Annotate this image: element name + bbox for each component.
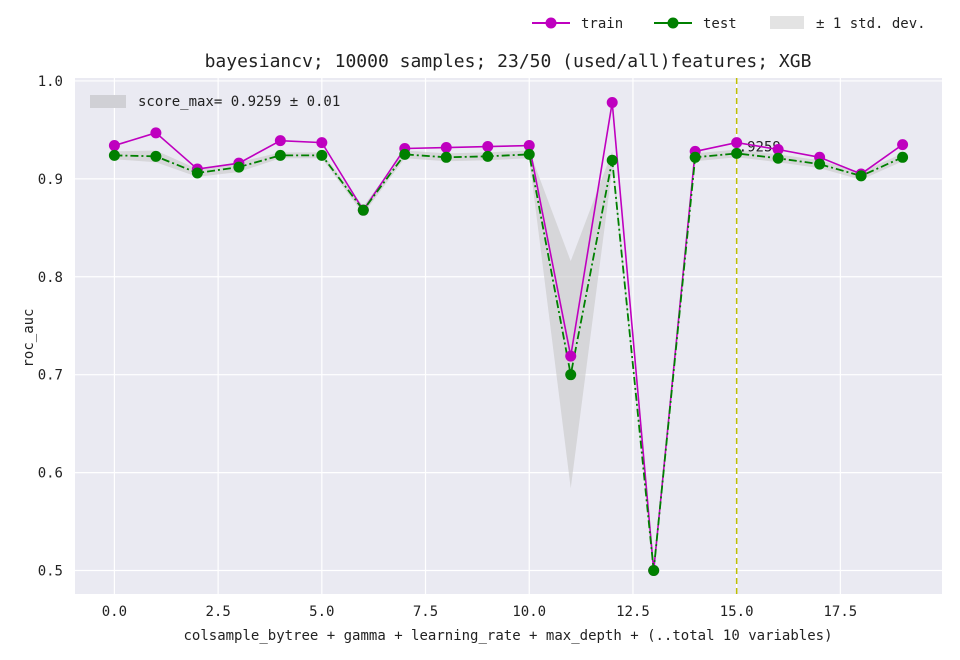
chart-title: bayesiancv; 10000 samples; 23/50 (used/a… <box>205 51 812 72</box>
data-point-test <box>772 152 784 164</box>
y-tick-label: 1.0 <box>38 74 63 90</box>
data-point-train <box>440 142 452 154</box>
data-point-train <box>482 141 494 153</box>
data-point-train <box>606 96 618 108</box>
data-point-test <box>897 151 909 163</box>
legend-label-train: train <box>581 16 623 32</box>
legend-label-band: ± 1 std. dev. <box>816 16 926 32</box>
data-point-test <box>482 150 494 162</box>
top-legend: train test ± 1 std. dev. <box>532 16 926 32</box>
data-point-train <box>274 135 286 147</box>
data-point-test <box>855 170 867 182</box>
data-point-test <box>648 565 660 577</box>
data-point-test <box>689 151 701 163</box>
y-tick-label: 0.9 <box>38 172 63 188</box>
data-point-test <box>399 148 411 160</box>
data-point-train <box>523 140 535 152</box>
legend-entry-band: ± 1 std. dev. <box>770 16 926 32</box>
data-point-train <box>772 143 784 155</box>
data-point-train <box>108 140 120 152</box>
data-point-test <box>523 148 535 160</box>
data-point-test <box>233 161 245 173</box>
x-tick-label: 15.0 <box>720 604 754 620</box>
data-point-test <box>150 150 162 162</box>
x-tick-label: 2.5 <box>205 604 230 620</box>
inner-legend-text: score_max= 0.9259 ± 0.01 <box>138 94 340 110</box>
x-tick-label: 0.0 <box>102 604 127 620</box>
x-axis-label: colsample_bytree + gamma + learning_rate… <box>183 628 832 644</box>
best-score-annotation: .9259 <box>739 139 781 155</box>
x-tick-label: 17.5 <box>824 604 858 620</box>
data-point-test <box>565 369 577 381</box>
series-line-test <box>114 152 903 571</box>
y-tick-label: 0.8 <box>38 270 63 286</box>
y-tick-label: 0.6 <box>38 466 63 482</box>
data-point-test <box>357 204 369 216</box>
data-point-test <box>191 167 203 179</box>
data-point-test <box>731 147 743 159</box>
data-point-test <box>606 154 618 166</box>
y-axis-label: roc_auc <box>21 308 37 367</box>
data-point-test <box>274 149 286 161</box>
series-line-train <box>114 102 904 571</box>
series-layer <box>108 96 909 577</box>
y-tick-label: 0.5 <box>38 564 63 580</box>
y-tick-labels: 0.5 0.6 0.7 0.8 0.9 1.0 <box>38 74 63 580</box>
data-point-test <box>316 149 328 161</box>
x-tick-label: 10.0 <box>512 604 546 620</box>
data-point-test <box>814 158 826 170</box>
data-point-train <box>316 137 328 149</box>
x-tick-label: 7.5 <box>413 604 438 620</box>
data-point-train <box>731 137 743 149</box>
x-tick-label: 5.0 <box>309 604 334 620</box>
x-tick-labels: 0.0 2.5 5.0 7.5 10.0 12.5 15.0 17.5 <box>102 604 857 620</box>
best-score-line: .9259 <box>735 78 781 594</box>
inner-legend: score_max= 0.9259 ± 0.01 <box>90 94 340 110</box>
x-tick-label: 12.5 <box>616 604 650 620</box>
data-point-train <box>565 350 577 362</box>
legend-entry-train: train <box>532 16 623 32</box>
y-tick-label: 0.7 <box>38 368 63 384</box>
legend-label-test: test <box>703 16 737 32</box>
data-point-train <box>150 127 162 139</box>
legend-entry-test: test <box>654 16 737 32</box>
data-point-train <box>897 139 909 151</box>
data-point-test <box>108 149 120 161</box>
data-point-test <box>440 151 452 163</box>
